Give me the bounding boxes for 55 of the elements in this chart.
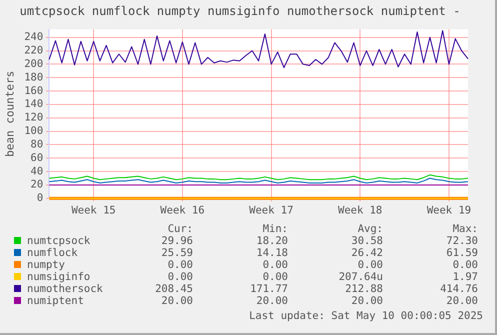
text: Max: [452,223,478,235]
y-tick-label: 200 [24,58,44,70]
y-tick-label: 140 [24,98,44,110]
y-tick-label: 240 [24,31,44,44]
legend-label: numflock [27,247,79,259]
text: 25.59 [160,247,193,259]
legend-label: numpty [27,259,66,271]
legend-label: numothersock [27,283,103,295]
y-tick-label: 220 [24,44,44,57]
text: 20.00 [350,295,383,307]
text: 72.30 [445,235,478,247]
y-tick-label: 160 [24,84,44,97]
y-tick-label: 120 [24,112,44,124]
y-tick-label: 20 [30,178,44,191]
y-axis-title: bean counters [3,70,16,157]
legend-label: numsiginfo [27,271,92,283]
text: 14.18 [255,247,288,259]
x-tick-label: Week 15 [71,204,116,216]
text: Cur: [166,223,193,235]
text: 29.96 [160,235,193,247]
text: 18.20 [255,235,288,247]
text: 20.00 [445,295,478,307]
x-tick-label: Week 19 [426,204,472,216]
text: 0.00 [356,259,383,271]
text: 212.88 [344,283,383,295]
y-tick-label: 100 [24,125,44,138]
text: 0.00 [262,271,288,283]
chart-title: umtcpsock numflock numpty numsiginfo numothersock numiptent - [18,4,462,18]
y-tick-label: 80 [30,138,44,150]
y-tick-label: 0 [36,192,44,204]
text: 414.76 [439,283,478,295]
text: 20.00 [160,295,193,307]
y-tick-label: 180 [24,71,44,84]
text: 0.00 [166,271,193,283]
text: 171.77 [249,283,288,295]
x-tick-label: Week 17 [249,204,294,216]
text: 61.59 [445,247,478,259]
text: 208.45 [155,283,193,295]
text: 0.00 [452,259,478,271]
x-tick-label: Week 16 [160,204,205,216]
text: 30.58 [350,235,383,247]
y-tick-label: 40 [30,165,44,178]
legend-label: numtcpsock [27,235,92,247]
text: 26.42 [350,247,383,259]
legend-label: numiptent [27,295,85,307]
text: 0.00 [262,259,288,271]
text: Min: [262,223,288,235]
x-tick-label: Week 18 [338,204,382,216]
text: 20.00 [255,295,288,307]
text: 1.97 [452,271,478,283]
text: 0.00 [166,259,193,271]
y-tick-label: 60 [30,152,44,164]
text: Last update: Sat May 10 00:00:05 2025 [249,310,483,322]
text: 207.64u [338,271,383,283]
text: Avg: [356,223,383,235]
